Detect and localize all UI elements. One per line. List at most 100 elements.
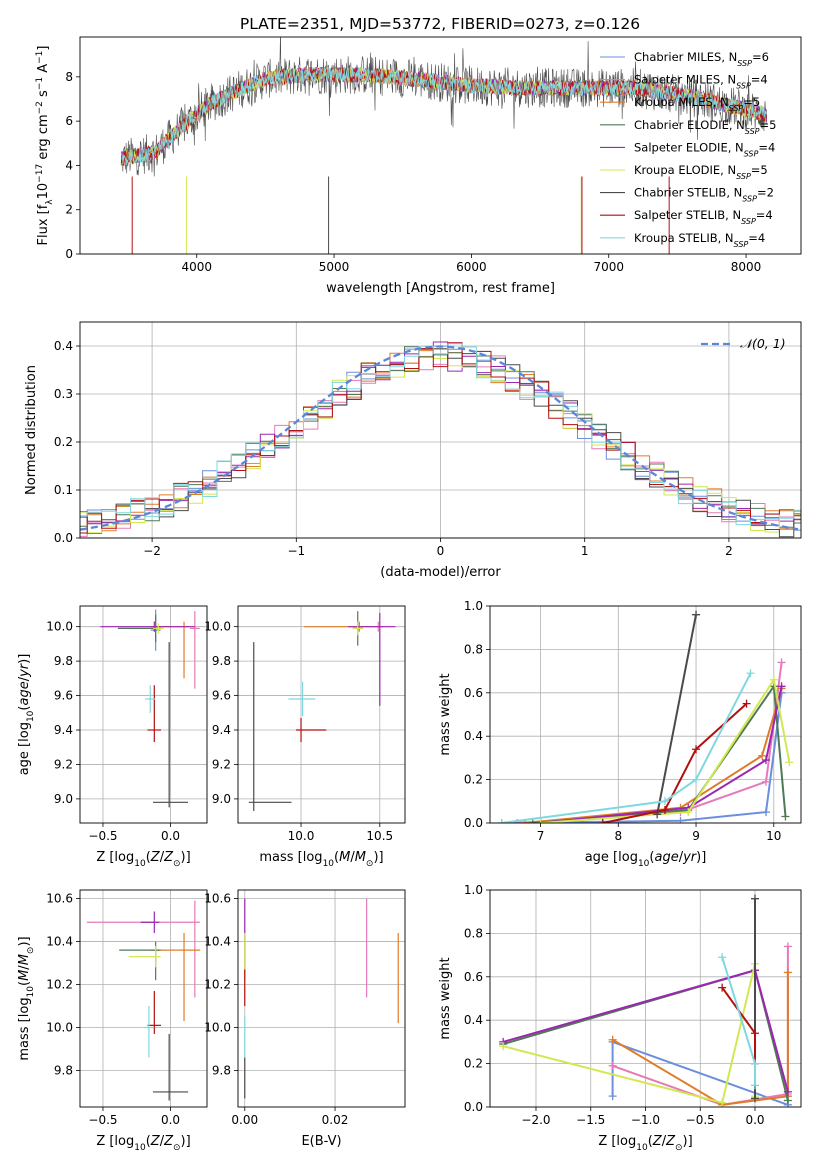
- x-tick-label: −0.5: [88, 829, 117, 843]
- y-tick-label: 1.0: [464, 599, 483, 613]
- x-axis-label: Z [log10(Z/Z⊙)]: [96, 1134, 190, 1153]
- y-tick-label: 9.4: [212, 723, 231, 737]
- y-tick-label: 10.0: [204, 1021, 231, 1035]
- weight-line: [517, 662, 783, 823]
- y-tick-label: 0.8: [464, 642, 483, 656]
- y-axis-label: Flux [fλ10−17 erg cm−2 s−1 A−1]: [35, 46, 55, 246]
- weight-marker: [692, 745, 701, 754]
- y-tick-label: 9.2: [54, 757, 73, 771]
- x-tick-label: 10.0: [288, 829, 315, 843]
- weight-marker: [608, 1092, 617, 1101]
- legend-label: Chabrier STELIB, NSSP=2: [634, 186, 774, 204]
- y-tick-label: 1.0: [464, 883, 483, 897]
- x-tick-label: −2.0: [521, 1113, 550, 1127]
- x-axis-label: E(B-V): [301, 1134, 341, 1149]
- y-tick-label: 10.4: [46, 935, 73, 949]
- panel-residual_hist: −2 −1 0 1 2 0.0 0.1 0.2 0.3 0.4 (data-model)/error…: [24, 321, 802, 580]
- histograms: [80, 341, 801, 538]
- axes-frame: [489, 889, 802, 1108]
- x-tick-label: 0.0: [161, 1113, 180, 1127]
- y-tick-label: 0.2: [464, 1057, 483, 1071]
- y-tick-label: 9.6: [54, 689, 73, 703]
- y-tick-label: 0.0: [54, 531, 73, 545]
- axes-frame: [79, 605, 208, 824]
- weight-marker: [608, 1061, 617, 1070]
- y-tick-label: 9.8: [54, 654, 73, 668]
- spectrum-line: [120, 66, 768, 165]
- weight-marker: [528, 819, 537, 823]
- weight-marker: [762, 777, 771, 786]
- weight-marker: [742, 699, 751, 708]
- y-tick-label: 0.4: [464, 729, 483, 743]
- y-tick-label: 10.0: [46, 620, 73, 634]
- x-tick-label: 0: [437, 544, 445, 558]
- histogram-kroupa-elodie: [80, 355, 801, 534]
- x-tick-label: 6000: [456, 260, 487, 274]
- panel-spectrum: 4000 5000 6000 7000 8000 0 2 4 6 8 wavelength [Ang…: [35, 36, 802, 296]
- panel-age_vs_mass: 10.0 10.5 9.0 9.2 9.4 9.6 9.8 10.0 mass [log10(M…: [204, 605, 406, 869]
- x-tick-label: −0.5: [686, 1113, 715, 1127]
- gaussian-curve: [80, 345, 799, 531]
- x-tick-label: 4000: [181, 260, 212, 274]
- x-tick-label: 7000: [593, 260, 624, 274]
- weight-marker: [783, 942, 792, 951]
- weight-line: [524, 688, 783, 823]
- x-axis-label: (data-model)/error: [380, 565, 501, 580]
- weight-marker: [499, 1042, 508, 1051]
- x-tick-label: 8000: [731, 260, 762, 274]
- weight-marker: [676, 816, 685, 823]
- x-tick-label: 10: [766, 829, 781, 843]
- x-tick-label: 7: [537, 829, 545, 843]
- histogram-salpeter-stelib: [80, 342, 801, 534]
- y-tick-label: 9.4: [54, 723, 73, 737]
- weight-lines: [497, 610, 794, 823]
- weight-marker: [536, 819, 545, 823]
- x-tick-label: 1: [581, 544, 589, 558]
- y-tick-label: 0.1: [54, 483, 73, 497]
- x-tick-label: −2: [143, 544, 161, 558]
- axes-frame: [237, 605, 406, 824]
- y-tick-label: 10.6: [46, 892, 73, 906]
- y-tick-label: 9.0: [212, 792, 231, 806]
- panels: 4000 5000 6000 7000 8000 0 2 4 6 8 wavelength [Ang…: [17, 36, 802, 1153]
- x-tick-label: 10.5: [366, 829, 393, 843]
- errorbars: [100, 609, 200, 808]
- legend-label: Chabrier MILES, NSSP=6: [634, 50, 769, 68]
- y-tick-label: 10.2: [46, 978, 73, 992]
- weight-marker: [718, 953, 727, 962]
- spectrum-lines: [120, 37, 768, 254]
- weight-marker: [769, 675, 778, 684]
- weight-marker: [718, 1098, 727, 1107]
- x-axis-label: Z [log10(Z/Z⊙)]: [598, 1134, 692, 1153]
- y-axis-label: mass [log10(M/M⊙)]: [17, 936, 36, 1060]
- weight-marker: [783, 968, 792, 977]
- weight-marker: [762, 808, 771, 817]
- x-axis-label: mass [log10(M/M⊙)]: [259, 850, 383, 869]
- weight-marker: [608, 1035, 617, 1044]
- weight-marker: [777, 682, 786, 691]
- y-tick-label: 9.8: [54, 1063, 73, 1077]
- y-axis-label: mass weight: [438, 957, 453, 1039]
- panel-mass_vs_Z: −0.5 0.0 9.8 10.0 10.2 10.4 10.6 Z [log10(Z/Z⊙)…: [17, 889, 208, 1153]
- y-tick-label: 10.4: [204, 935, 231, 949]
- y-tick-label: 0.3: [54, 387, 73, 401]
- x-tick-label: 0.0: [745, 1113, 764, 1127]
- x-axis-label: wavelength [Angstrom, rest frame]: [326, 281, 555, 296]
- panel-mass_vs_ebv: 0.00 0.02 9.8 10.0 10.2 10.4 10.6 E(B-V): [204, 889, 406, 1149]
- panel-weight_vs_age: 7 8 9 10 0.0 0.2 0.4 0.6 0.8 1.0 age [log10(age/yr…: [438, 599, 802, 869]
- weight-marker: [692, 775, 701, 784]
- x-axis-label: Z [log10(Z/Z⊙)]: [96, 850, 190, 869]
- legend-label: Salpeter MILES, NSSP=4: [634, 73, 768, 91]
- y-tick-label: 0.8: [464, 926, 483, 940]
- legend-label: Salpeter ELODIE, NSSP=4: [634, 140, 775, 158]
- legend-label: Salpeter STELIB, NSSP=4: [634, 208, 773, 226]
- histogram-chabrier-elodie: [80, 346, 801, 534]
- weight-marker: [660, 797, 669, 806]
- weight-line: [540, 686, 783, 823]
- x-tick-label: −1.0: [631, 1113, 660, 1127]
- y-tick-label: 9.8: [212, 1063, 231, 1077]
- y-axis-label: Normed distribution: [24, 365, 39, 495]
- panel-age_vs_Z: −0.5 0.0 9.0 9.2 9.4 9.6 9.8 10.0 Z [log10(Z/Z⊙)…: [17, 605, 208, 869]
- y-tick-label: 6: [65, 114, 73, 128]
